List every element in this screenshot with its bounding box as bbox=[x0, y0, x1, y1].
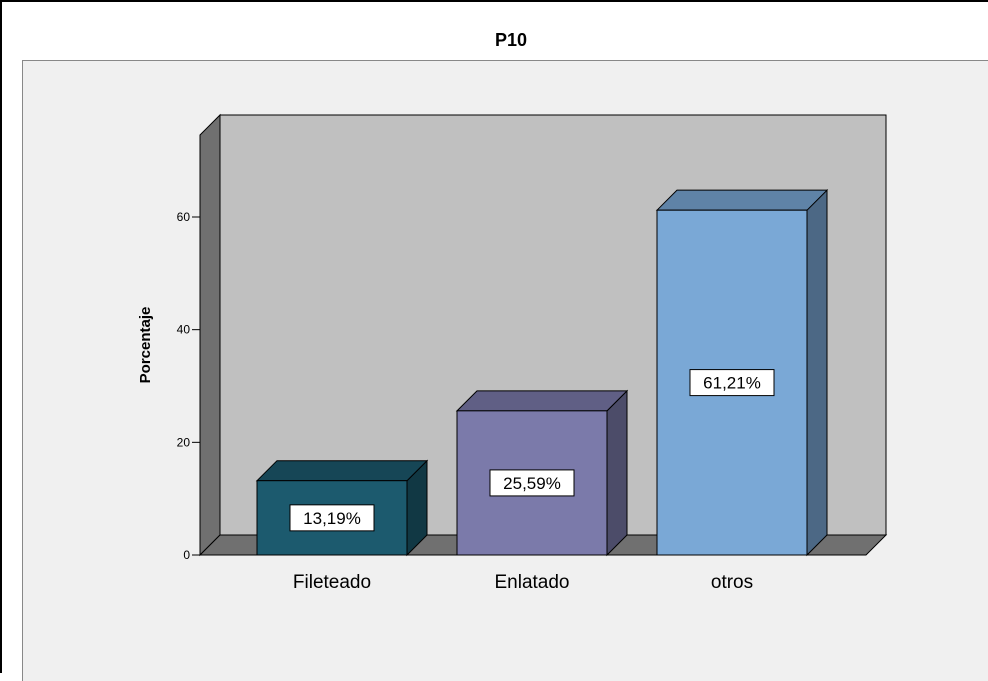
y-tick-label: 20 bbox=[177, 435, 191, 449]
y-tick-label: 0 bbox=[183, 548, 190, 562]
data-label: 13,19% bbox=[303, 509, 361, 528]
bar-top bbox=[457, 391, 627, 411]
bar-top bbox=[657, 190, 827, 210]
y-axis-label: Porcentaje bbox=[137, 307, 154, 384]
side-wall bbox=[200, 115, 220, 555]
y-axis: 0 20 40 60 Porcentaje bbox=[137, 135, 200, 562]
data-label: 25,59% bbox=[503, 474, 561, 493]
x-tick-label: Fileteado bbox=[293, 572, 371, 593]
data-label: 61,21% bbox=[703, 374, 761, 393]
x-tick-label: Enlatado bbox=[494, 572, 569, 593]
bar-top bbox=[257, 461, 427, 481]
y-tick-label: 60 bbox=[177, 210, 191, 224]
bar-side bbox=[807, 190, 827, 555]
bar-side bbox=[607, 391, 627, 555]
x-tick-label: otros bbox=[711, 572, 753, 593]
y-tick-label: 40 bbox=[177, 323, 191, 337]
